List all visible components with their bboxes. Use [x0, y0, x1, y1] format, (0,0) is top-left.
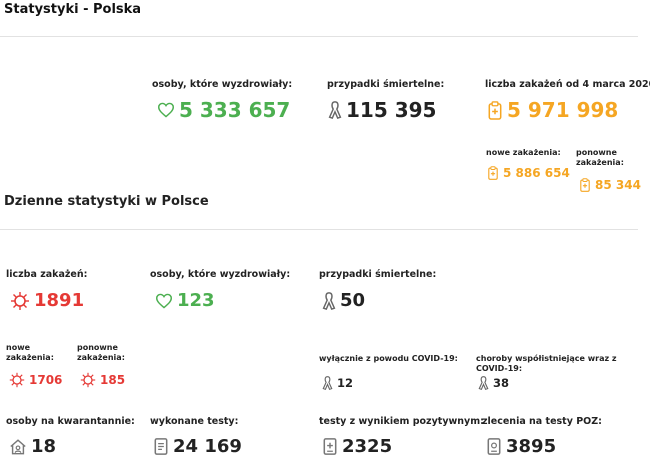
clipboard-plus-icon: [488, 100, 502, 120]
test-document-icon: [154, 438, 168, 455]
virus-icon: [9, 372, 25, 388]
virus-icon: [80, 372, 96, 388]
positive-tests-value: 2325: [322, 436, 392, 457]
page-title: Statystyki - Polska: [4, 2, 142, 17]
daily-recovered-label: osoby, które wyzdrowiały:: [150, 269, 291, 280]
total-reinfections-number: 85 344: [595, 178, 641, 192]
quarantine-label: osoby na kwarantannie:: [6, 416, 135, 427]
daily-infections-number: 1891: [34, 290, 85, 311]
daily-infections-value: 1891: [10, 290, 84, 311]
daily-recovered-value: 123: [155, 290, 215, 311]
daily-reinfections-number: 185: [100, 373, 126, 387]
total-reinfections-label: ponowne zakażenia:: [576, 148, 624, 167]
quarantine-value: 18: [9, 436, 56, 457]
total-new-infections-number: 5 886 654: [503, 166, 570, 180]
total-recovered-value: 5 333 657: [157, 98, 290, 122]
ribbon-icon: [328, 101, 342, 119]
ribbon-icon: [322, 291, 336, 310]
daily-new-infections-label: nowe zakażenia:: [6, 343, 54, 362]
total-new-infections-label: nowe zakażenia:: [486, 148, 561, 157]
daily-deaths-value: 50: [322, 290, 365, 311]
total-deaths-value: 115 395: [328, 98, 436, 122]
daily-deaths-number: 50: [340, 290, 366, 311]
positive-tests-label: testy z wynikiem pozytywnym:: [319, 416, 484, 427]
total-infections-value: 5 971 998: [487, 98, 618, 122]
comorbid-deaths-value: 38: [478, 376, 509, 390]
poz-orders-number: 3895: [506, 436, 557, 457]
quarantine-number: 18: [31, 436, 57, 457]
daily-new-infections-number: 1706: [29, 373, 63, 387]
tests-number: 24 169: [173, 436, 242, 457]
total-deaths-label: przypadki śmiertelne:: [327, 79, 445, 90]
tests-label: wykonane testy:: [150, 416, 239, 427]
comorbid-deaths-label: choroby współistniejące wraz z COVID-19:: [476, 354, 617, 373]
clipboard-plus-icon: [580, 178, 590, 192]
total-deaths-number: 115 395: [346, 98, 437, 122]
total-recovered-number: 5 333 657: [179, 98, 291, 122]
poz-orders-label: zlecenia na testy POZ:: [482, 416, 602, 427]
daily-divider: [0, 229, 638, 230]
ribbon-icon: [322, 376, 333, 390]
covid-only-deaths-value: 12: [322, 376, 353, 390]
daily-deaths-label: przypadki śmiertelne:: [319, 269, 437, 280]
covid-only-deaths-label: wyłącznie z powodu COVID-19:: [319, 354, 458, 363]
poz-orders-value: 3895: [486, 436, 556, 457]
total-recovered-label: osoby, które wyzdrowiały:: [152, 79, 293, 90]
daily-reinfections-label: ponowne zakażenia:: [77, 343, 125, 362]
daily-new-infections-value: 1706: [9, 372, 62, 388]
daily-infections-label: liczba zakażeń:: [6, 269, 88, 280]
total-new-infections-value: 5 886 654: [487, 166, 570, 180]
ribbon-icon: [478, 376, 489, 390]
heart-icon: [155, 293, 173, 309]
clipboard-plus-icon: [488, 166, 498, 180]
covid-only-deaths-number: 12: [337, 376, 354, 390]
positive-test-icon: [323, 438, 337, 455]
tests-value: 24 169: [153, 436, 242, 457]
daily-reinfections-value: 185: [80, 372, 125, 388]
virus-icon: [11, 291, 29, 310]
daily-section-title: Dzienne statystyki w Polsce: [4, 194, 209, 209]
total-reinfections-value: 85 344: [579, 178, 641, 192]
daily-recovered-number: 123: [177, 290, 215, 311]
header-divider: [0, 36, 638, 37]
heart-icon: [157, 102, 175, 118]
house-icon: [10, 439, 26, 455]
positive-tests-number: 2325: [342, 436, 393, 457]
test-order-icon: [487, 438, 501, 455]
comorbid-deaths-number: 38: [493, 376, 510, 390]
total-infections-label: liczba zakażeń od 4 marca 2020:: [485, 79, 650, 90]
total-infections-number: 5 971 998: [507, 98, 619, 122]
